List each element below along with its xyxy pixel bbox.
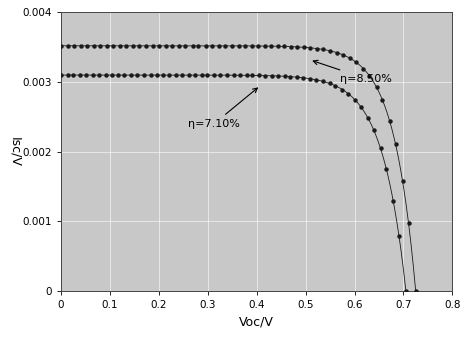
Text: η=8.50%: η=8.50%: [313, 60, 392, 84]
Y-axis label: Isc/V: Isc/V: [8, 137, 21, 166]
Text: η=7.10%: η=7.10%: [188, 88, 257, 129]
X-axis label: Voc/V: Voc/V: [239, 316, 274, 329]
